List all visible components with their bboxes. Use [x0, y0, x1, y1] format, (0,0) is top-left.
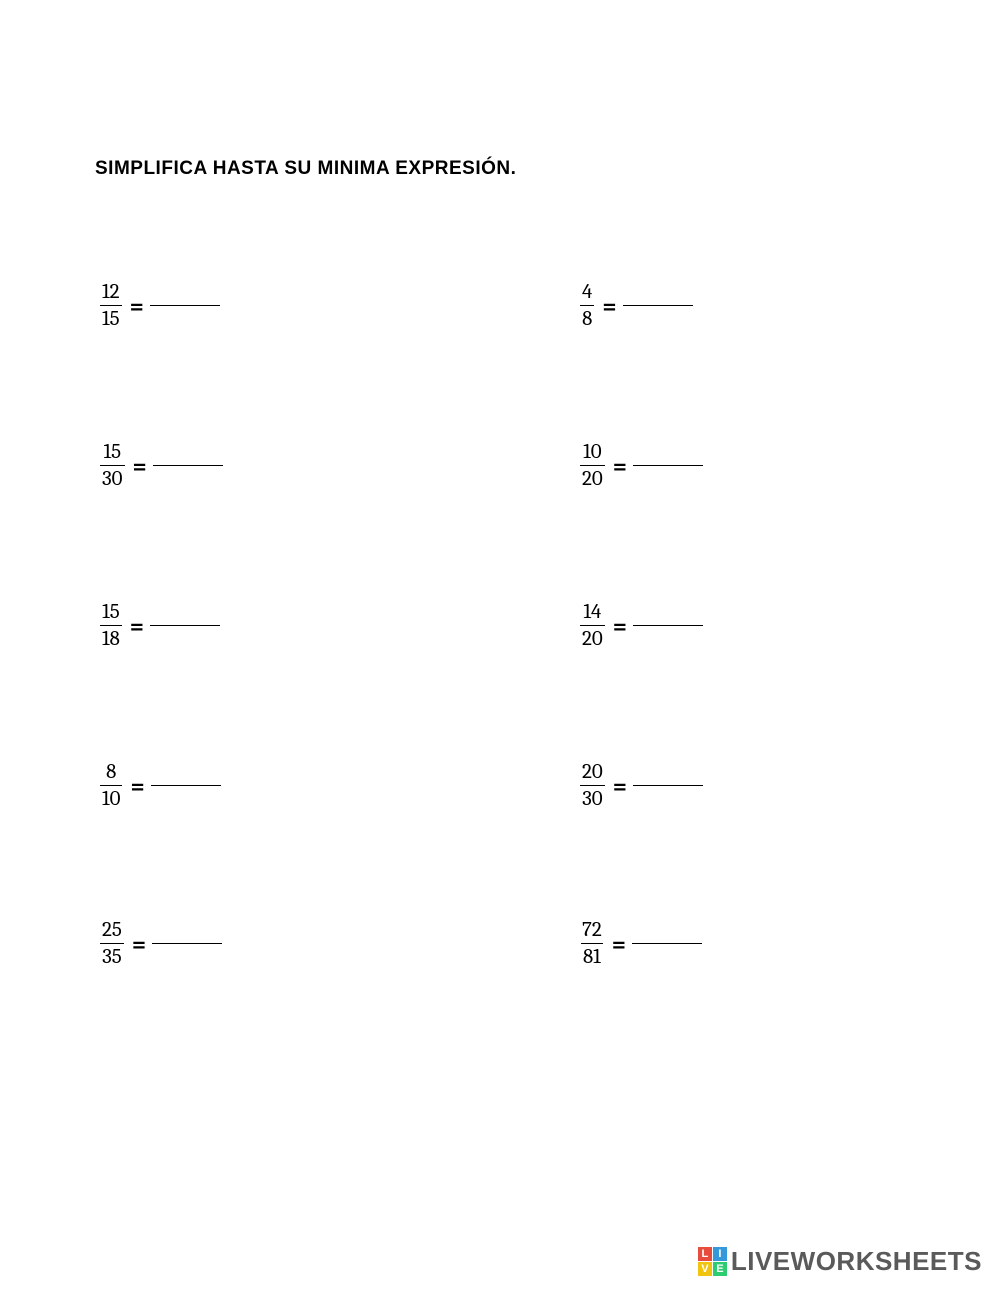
- answer-blank[interactable]: [150, 625, 220, 626]
- problem-10: 7281 =: [580, 918, 702, 969]
- watermark: L I V E LIVEWORKSHEETS: [698, 1246, 982, 1277]
- watermark-logo: L I V E: [698, 1247, 727, 1276]
- fraction: 2535: [100, 918, 124, 969]
- equals-sign: =: [613, 452, 627, 480]
- fraction: 1020: [580, 440, 605, 491]
- logo-cell-i: I: [713, 1247, 727, 1261]
- numerator: 14: [581, 600, 603, 625]
- logo-cell-l: L: [698, 1247, 712, 1261]
- denominator: 30: [580, 785, 605, 811]
- answer-blank[interactable]: [150, 305, 220, 306]
- numerator: 15: [100, 600, 122, 625]
- problem-3: 1530 =: [100, 440, 223, 491]
- numerator: 25: [100, 918, 124, 943]
- numerator: 10: [581, 440, 603, 465]
- watermark-text: LIVEWORKSHEETS: [731, 1246, 982, 1277]
- fraction: 1420: [580, 600, 605, 651]
- equals-sign: =: [602, 292, 616, 320]
- logo-cell-e: E: [713, 1262, 727, 1276]
- worksheet-title: Simplifica hasta su minima expresión.: [95, 158, 516, 180]
- fraction: 1530: [100, 440, 125, 491]
- equals-sign: =: [612, 930, 626, 958]
- denominator: 8: [580, 305, 594, 331]
- denominator: 20: [580, 465, 605, 491]
- fraction: 48: [580, 280, 594, 331]
- denominator: 81: [581, 943, 603, 969]
- numerator: 12: [100, 280, 122, 305]
- answer-blank[interactable]: [633, 785, 703, 786]
- equals-sign: =: [130, 292, 144, 320]
- problem-4: 1020 =: [580, 440, 703, 491]
- equals-sign: =: [130, 772, 144, 800]
- worksheet-page: Simplifica hasta su minima expresión. 12…: [0, 0, 1000, 1291]
- equals-sign: =: [613, 772, 627, 800]
- numerator: 15: [101, 440, 123, 465]
- answer-blank[interactable]: [633, 625, 703, 626]
- denominator: 10: [100, 785, 122, 811]
- answer-blank[interactable]: [153, 465, 223, 466]
- problem-2: 48 =: [580, 280, 693, 331]
- problem-8: 2030 =: [580, 760, 703, 811]
- answer-blank[interactable]: [151, 785, 221, 786]
- answer-blank[interactable]: [632, 943, 702, 944]
- fraction: 810: [100, 760, 122, 811]
- logo-cell-v: V: [698, 1262, 712, 1276]
- fraction: 1518: [100, 600, 122, 651]
- problem-6: 1420 =: [580, 600, 703, 651]
- denominator: 15: [100, 305, 122, 331]
- problem-5: 1518 =: [100, 600, 220, 651]
- denominator: 20: [580, 625, 605, 651]
- answer-blank[interactable]: [623, 305, 693, 306]
- denominator: 30: [100, 465, 125, 491]
- numerator: 20: [580, 760, 605, 785]
- denominator: 35: [100, 943, 124, 969]
- denominator: 18: [100, 625, 122, 651]
- problem-9: 2535 =: [100, 918, 222, 969]
- numerator: 72: [580, 918, 604, 943]
- answer-blank[interactable]: [152, 943, 222, 944]
- equals-sign: =: [133, 452, 147, 480]
- fraction: 1215: [100, 280, 122, 331]
- numerator: 8: [104, 760, 118, 785]
- fraction: 7281: [580, 918, 604, 969]
- numerator: 4: [580, 280, 594, 305]
- equals-sign: =: [132, 930, 146, 958]
- fraction: 2030: [580, 760, 605, 811]
- equals-sign: =: [130, 612, 144, 640]
- answer-blank[interactable]: [633, 465, 703, 466]
- problem-1: 1215 =: [100, 280, 220, 331]
- problem-7: 810 =: [100, 760, 221, 811]
- equals-sign: =: [613, 612, 627, 640]
